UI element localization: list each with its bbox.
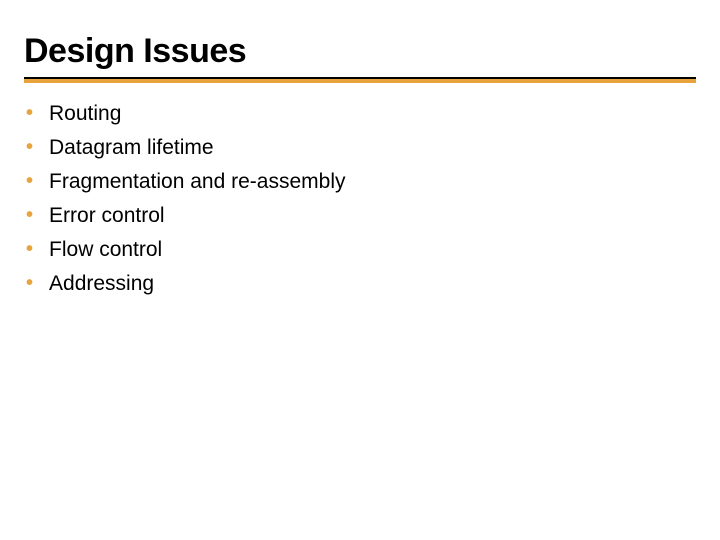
list-item: • Error control [26, 201, 696, 231]
bullet-icon: • [26, 133, 33, 161]
list-item-text: Error control [49, 201, 165, 231]
bullet-icon: • [26, 269, 33, 297]
list-item: • Fragmentation and re-assembly [26, 167, 696, 197]
list-item: • Addressing [26, 269, 696, 299]
list-item: • Datagram lifetime [26, 133, 696, 163]
title-underline [24, 77, 696, 83]
bullet-icon: • [26, 201, 33, 229]
slide-container: Design Issues • Routing • Datagram lifet… [0, 0, 720, 335]
list-item-text: Datagram lifetime [49, 133, 214, 163]
bullet-icon: • [26, 235, 33, 263]
list-item-text: Flow control [49, 235, 162, 265]
bullet-list: • Routing • Datagram lifetime • Fragment… [24, 99, 696, 299]
bullet-icon: • [26, 99, 33, 127]
list-item-text: Addressing [49, 269, 154, 299]
list-item-text: Fragmentation and re-assembly [49, 167, 345, 197]
list-item: • Flow control [26, 235, 696, 265]
list-item-text: Routing [49, 99, 121, 129]
list-item: • Routing [26, 99, 696, 129]
slide-title: Design Issues [24, 32, 696, 71]
bullet-icon: • [26, 167, 33, 195]
rule-thick [24, 79, 696, 83]
